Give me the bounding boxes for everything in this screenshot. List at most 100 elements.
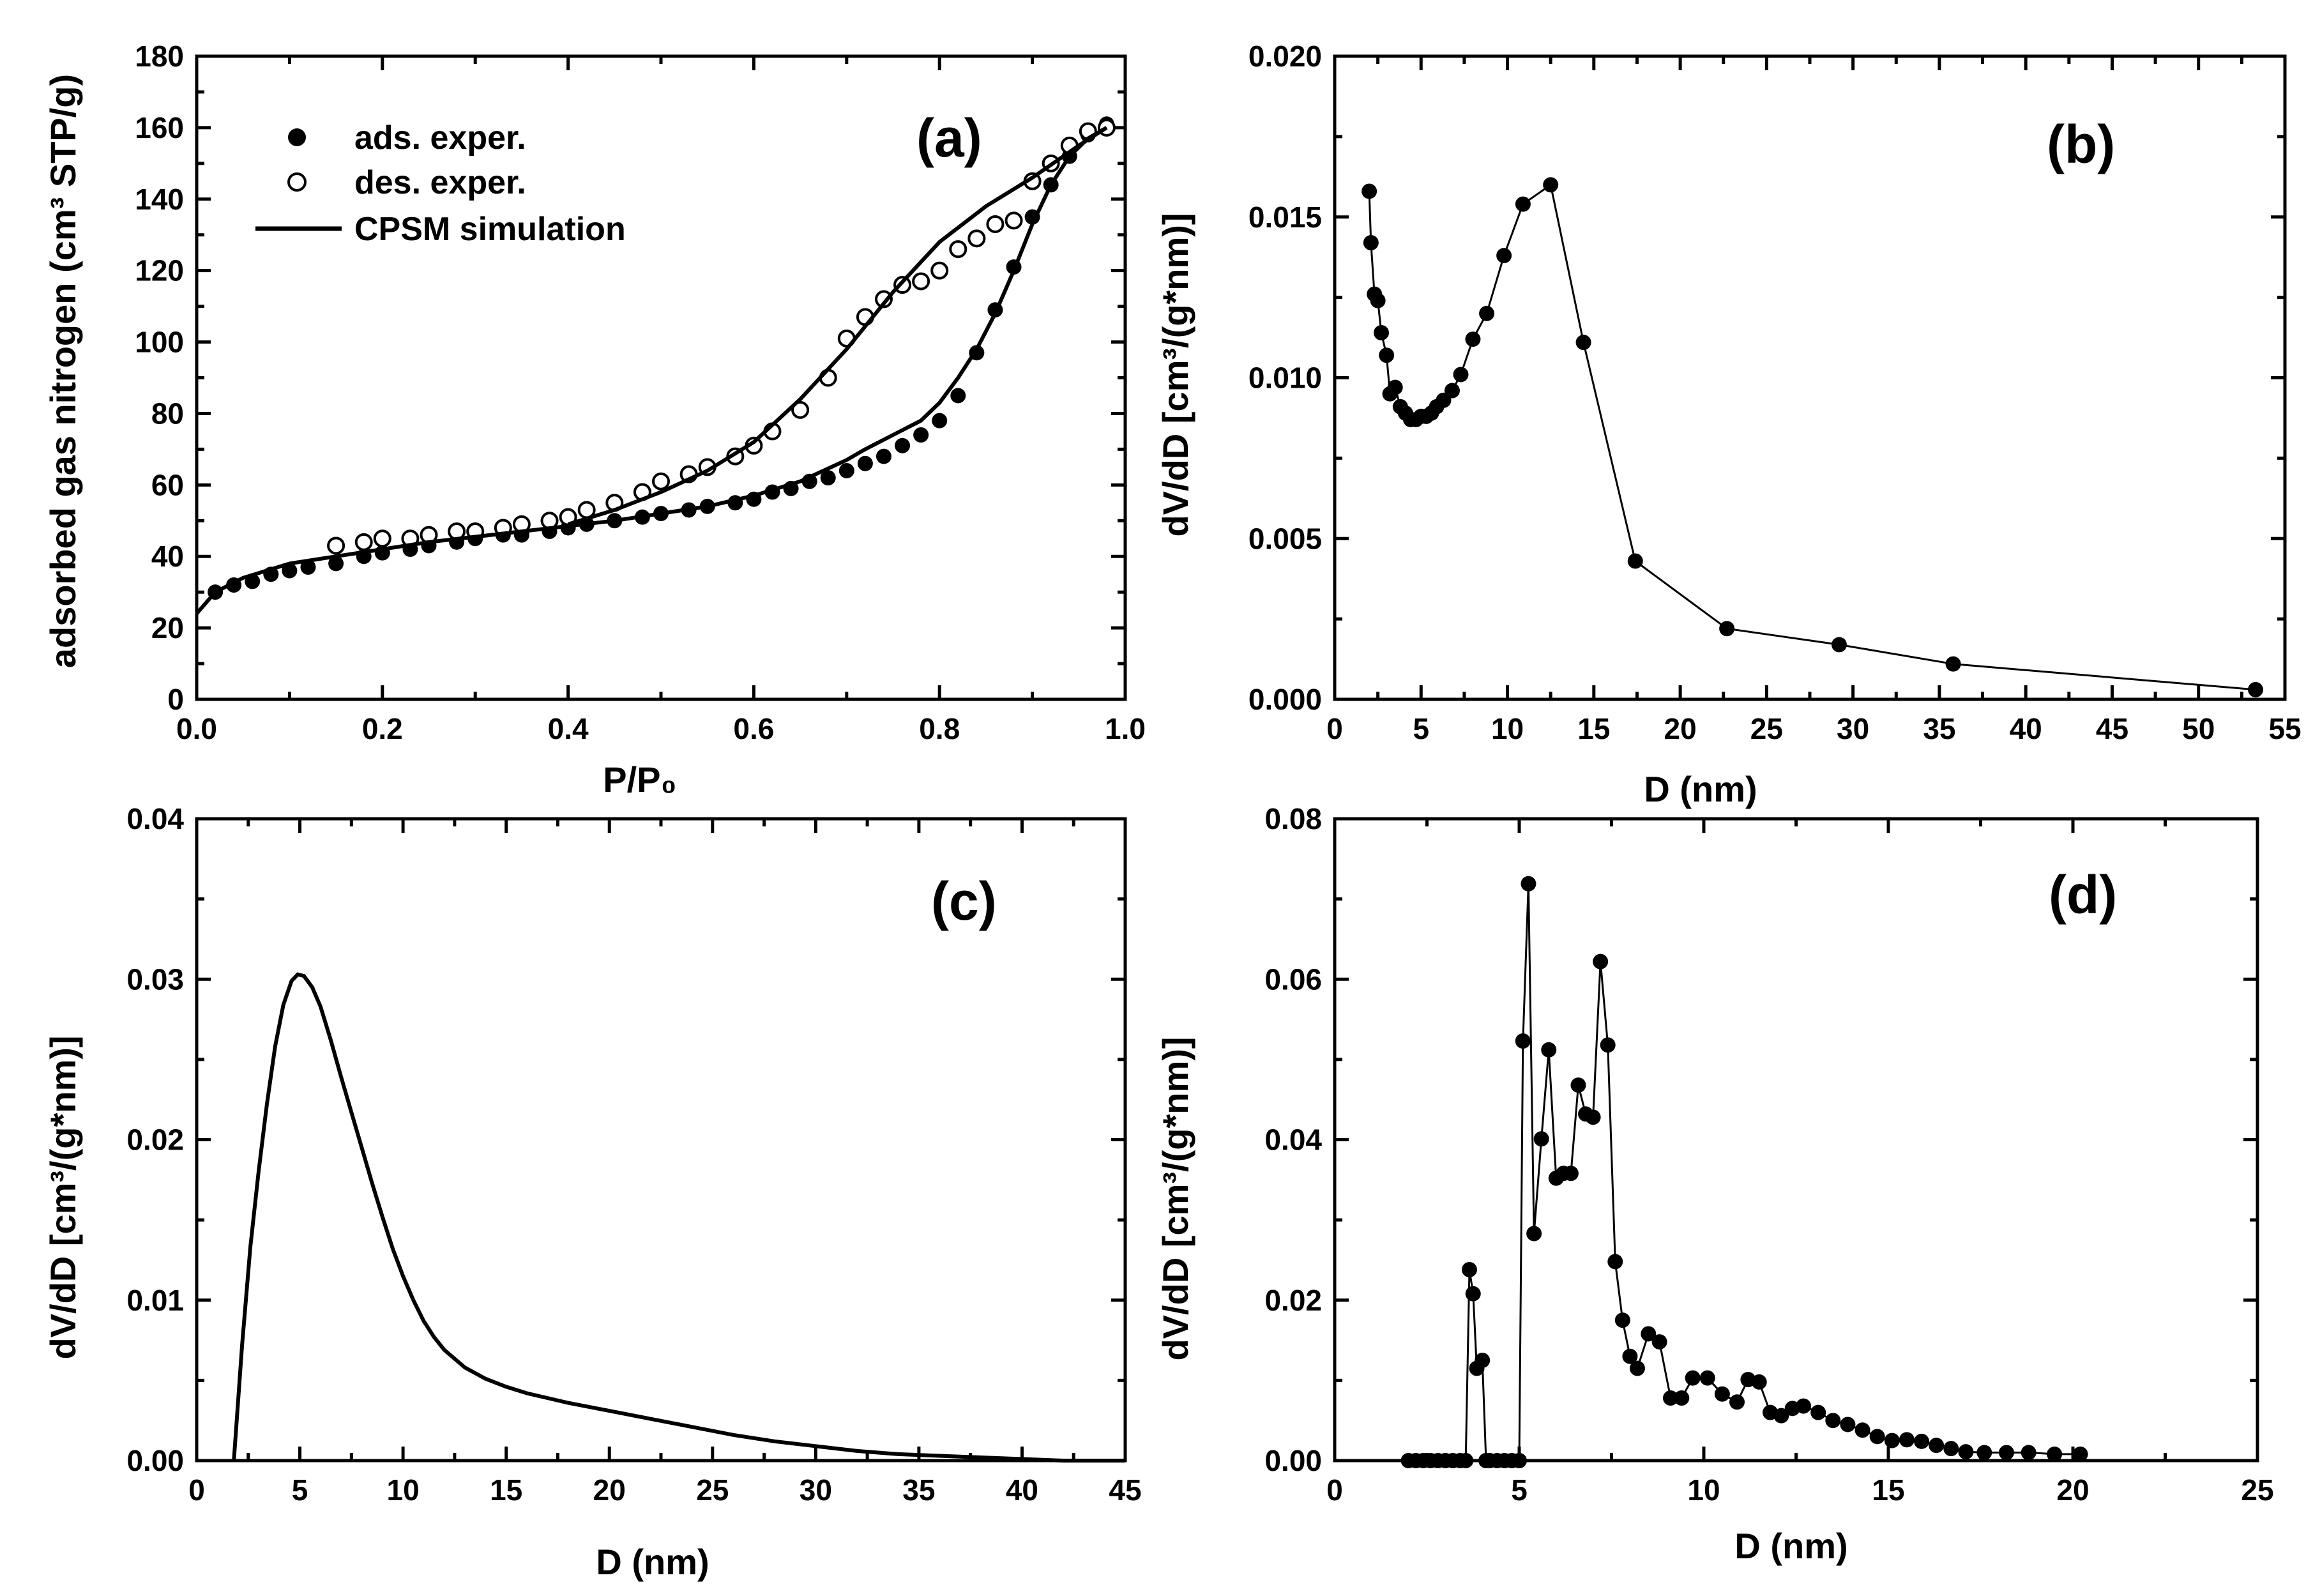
plot-frame bbox=[1333, 54, 2287, 701]
data-point bbox=[1521, 876, 1536, 892]
data-point bbox=[1976, 1445, 1992, 1461]
data-point bbox=[913, 427, 929, 443]
x-tick-label: 55 bbox=[2268, 712, 2301, 745]
x-axis-title-b: D (nm) bbox=[1644, 769, 1757, 809]
marks-b bbox=[1362, 177, 2264, 697]
x-tick-label: 0.2 bbox=[362, 712, 403, 745]
data-point bbox=[2248, 681, 2264, 697]
data-point bbox=[1496, 248, 1512, 264]
chart-panel-a: 0.0 0.2 0.4 0.6 0.8 1.0 0 20 40 60 80 100 120 140 160 1… bbox=[43, 40, 1146, 800]
data-point bbox=[1699, 1370, 1715, 1386]
axes-b: 0 5 10 15 20 25 30 35 40 45 50 55 0.000 0.005 0.010 0.0… bbox=[1248, 40, 2302, 745]
data-point bbox=[1662, 1390, 1678, 1406]
x-tick-label: 0.0 bbox=[176, 712, 217, 745]
y-tick-label: 140 bbox=[135, 183, 184, 216]
series-line-a-2 bbox=[195, 126, 1108, 615]
x-axis-title-d: D (nm) bbox=[1734, 1526, 1847, 1566]
y-tick-label: 160 bbox=[135, 111, 184, 144]
data-point bbox=[1810, 1404, 1826, 1420]
y-tick-label: 80 bbox=[151, 397, 184, 430]
data-point bbox=[1461, 1262, 1477, 1278]
plot-frame bbox=[195, 54, 1127, 701]
axes-c: 0 5 10 15 20 25 30 35 40 45 0.00 0.01 0.02 0.03 0.04 bbox=[126, 802, 1141, 1507]
y-tick-label: 60 bbox=[151, 468, 184, 501]
y-tick-label: 0.010 bbox=[1248, 361, 1322, 395]
data-point bbox=[1831, 637, 1847, 653]
x-tick-label: 10 bbox=[1491, 712, 1524, 745]
y-axis-title-a: adsorbed gas nitrogen (cm³ STP/g) bbox=[43, 74, 83, 668]
y-axis-title-d: dV/dD [cm³/(g*nm)] bbox=[1155, 1037, 1195, 1360]
x-tick-label: 45 bbox=[1109, 1473, 1141, 1507]
axes-a: 0.0 0.2 0.4 0.6 0.8 1.0 0 20 40 60 80 100 120 140 160 1… bbox=[135, 40, 1146, 745]
data-point bbox=[820, 470, 836, 486]
data-point bbox=[328, 556, 344, 572]
data-point bbox=[1515, 1033, 1531, 1049]
data-point bbox=[1729, 1394, 1745, 1410]
x-tick-label: 15 bbox=[1577, 712, 1610, 745]
x-tick-label: 5 bbox=[292, 1473, 308, 1507]
legend-marker-des bbox=[287, 172, 307, 192]
x-tick-label: 20 bbox=[593, 1473, 626, 1507]
data-point bbox=[1533, 1131, 1549, 1147]
data-point-open bbox=[354, 533, 373, 551]
data-point bbox=[1563, 1166, 1579, 1182]
chart-panel-d: 0 5 10 15 20 25 0.00 0.02 0.04 0.06 0.08 (d) D (nm… bbox=[1155, 802, 2274, 1566]
data-point bbox=[1444, 383, 1460, 399]
data-point bbox=[1453, 367, 1469, 383]
y-tick-label: 100 bbox=[135, 326, 184, 359]
data-point bbox=[2072, 1446, 2088, 1462]
x-axis-title-c: D (nm) bbox=[596, 1542, 709, 1582]
y-tick-label: 0.00 bbox=[1264, 1444, 1322, 1477]
data-point bbox=[1899, 1432, 1915, 1448]
data-point-open bbox=[874, 290, 893, 308]
chart-panel-b: 0 5 10 15 20 25 30 35 40 45 50 55 0.000 0.005 0.010 0.0… bbox=[1155, 40, 2302, 809]
data-point bbox=[932, 413, 948, 429]
data-point bbox=[1585, 1109, 1601, 1125]
legend-label-des: des. exper. bbox=[354, 164, 526, 201]
data-point bbox=[1607, 1254, 1623, 1270]
data-point bbox=[1543, 177, 1559, 193]
y-tick-label: 0.02 bbox=[126, 1123, 184, 1157]
data-point-open bbox=[373, 529, 391, 548]
x-tick-label: 0.6 bbox=[733, 712, 774, 745]
x-tick-label: 0 bbox=[188, 1473, 205, 1507]
data-point bbox=[1929, 1438, 1945, 1454]
data-point bbox=[876, 448, 891, 464]
x-tick-label: 10 bbox=[387, 1473, 420, 1507]
data-point-open bbox=[652, 472, 670, 490]
x-tick-label: 40 bbox=[2010, 712, 2042, 745]
data-point bbox=[1465, 331, 1481, 347]
x-tick-label: 0.4 bbox=[548, 712, 589, 745]
data-point bbox=[1855, 1422, 1870, 1438]
data-point bbox=[1363, 235, 1379, 251]
x-tick-label: 1.0 bbox=[1105, 712, 1146, 745]
data-point bbox=[1622, 1348, 1638, 1364]
data-point bbox=[1641, 1326, 1657, 1342]
data-point bbox=[1541, 1042, 1557, 1058]
y-tick-label: 20 bbox=[151, 611, 184, 644]
x-tick-label: 0 bbox=[1326, 1473, 1343, 1507]
x-tick-label: 50 bbox=[2182, 712, 2215, 745]
data-point-open bbox=[986, 215, 1005, 233]
data-point bbox=[1465, 1286, 1481, 1302]
data-point bbox=[1515, 196, 1531, 212]
marks-c bbox=[232, 972, 1125, 1463]
data-point bbox=[1651, 1334, 1667, 1350]
data-point bbox=[1751, 1374, 1767, 1390]
data-point bbox=[1614, 1312, 1630, 1328]
data-point bbox=[1914, 1433, 1930, 1449]
x-tick-label: 10 bbox=[1687, 1473, 1720, 1507]
x-tick-label: 35 bbox=[902, 1473, 935, 1507]
data-point bbox=[1796, 1398, 1812, 1414]
y-tick-label: 0.02 bbox=[1264, 1284, 1322, 1317]
y-tick-label: 0.04 bbox=[126, 802, 184, 835]
y-tick-label: 0.01 bbox=[126, 1284, 184, 1317]
data-point bbox=[300, 559, 316, 575]
panel-label-c: (c) bbox=[931, 871, 997, 931]
data-point bbox=[1575, 335, 1591, 351]
data-point bbox=[1884, 1433, 1900, 1448]
y-tick-label: 120 bbox=[135, 254, 184, 287]
data-point bbox=[1475, 1352, 1491, 1368]
data-point-open bbox=[912, 272, 930, 291]
